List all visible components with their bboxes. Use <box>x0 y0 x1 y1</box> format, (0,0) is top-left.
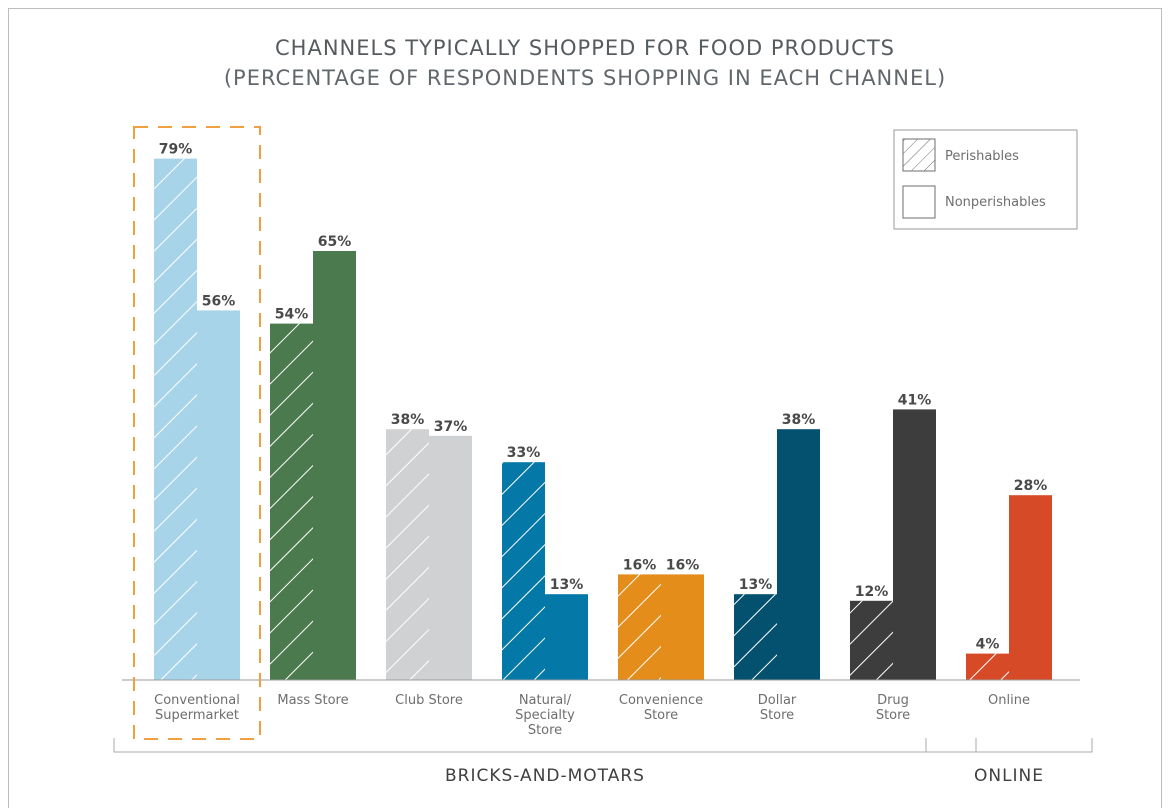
bar-perishables-hatch <box>502 462 545 680</box>
data-label-perishables: 16% <box>623 557 657 573</box>
chart-subtitle: (PERCENTAGE OF RESPONDENTS SHOPPING IN E… <box>223 66 947 90</box>
category-label: Store <box>760 708 794 723</box>
data-label-nonperishables: 16% <box>666 557 700 573</box>
bar-nonperishables <box>197 310 240 680</box>
data-label-perishables: 12% <box>855 584 889 600</box>
group-label: ONLINE <box>974 766 1044 786</box>
bar-nonperishables <box>429 435 472 680</box>
category-label: Mass Store <box>277 693 348 708</box>
category-label: Store <box>644 708 678 723</box>
bar-nonperishables <box>893 409 936 680</box>
legend-swatch-perishables <box>902 138 936 172</box>
bar-nonperishables <box>313 251 356 680</box>
bar-nonperishables <box>1009 495 1052 680</box>
group-bracket <box>925 738 1093 753</box>
category-label: Conventional <box>154 693 240 708</box>
legend-label-nonperishables: Nonperishables <box>945 195 1046 210</box>
bar-perishables-hatch <box>270 323 313 680</box>
category-label: Specialty <box>515 708 575 723</box>
bar-perishables-hatch <box>966 653 1009 680</box>
data-label-nonperishables: 38% <box>782 412 816 428</box>
category-label: Store <box>876 708 910 723</box>
category-label: Dollar <box>758 693 797 708</box>
bar-nonperishables <box>545 594 588 680</box>
category-label: Natural/ <box>519 693 572 708</box>
category-label: Club Store <box>395 693 463 708</box>
bar-perishables-hatch <box>386 429 429 680</box>
data-label-nonperishables: 13% <box>550 577 584 593</box>
group-bracket <box>113 738 977 753</box>
bar-perishables-hatch <box>734 594 777 680</box>
legend-swatch-nonperishables <box>902 185 936 219</box>
chart-frame <box>8 8 1162 808</box>
category-label: Online <box>988 693 1030 708</box>
bar-nonperishables <box>661 574 704 680</box>
bar-perishables-hatch <box>154 158 197 681</box>
highlight-box <box>133 126 261 740</box>
category-label: Supermarket <box>155 708 239 723</box>
data-label-nonperishables: 37% <box>434 419 468 435</box>
data-label-nonperishables: 41% <box>898 392 932 408</box>
data-label-nonperishables: 56% <box>202 293 236 309</box>
bar-perishables-hatch <box>850 600 893 680</box>
data-label-perishables: 38% <box>391 412 425 428</box>
legend-label-perishables: Perishables <box>945 149 1019 164</box>
bar-perishables-hatch <box>618 574 661 680</box>
data-label-perishables: 4% <box>976 637 1000 653</box>
data-label-nonperishables: 28% <box>1014 478 1048 494</box>
category-label: Store <box>528 723 562 738</box>
data-label-perishables: 13% <box>739 577 773 593</box>
category-label: Convenience <box>619 693 703 708</box>
category-label: Drug <box>877 693 909 708</box>
data-label-perishables: 79% <box>159 142 193 158</box>
bar-nonperishables <box>777 429 820 680</box>
data-label-perishables: 33% <box>507 445 541 461</box>
data-label-perishables: 54% <box>275 307 309 323</box>
data-label-nonperishables: 65% <box>318 234 352 250</box>
group-label: BRICKS-AND-MOTARS <box>445 766 645 786</box>
chart-title: CHANNELS TYPICALLY SHOPPED FOR FOOD PROD… <box>275 36 895 60</box>
